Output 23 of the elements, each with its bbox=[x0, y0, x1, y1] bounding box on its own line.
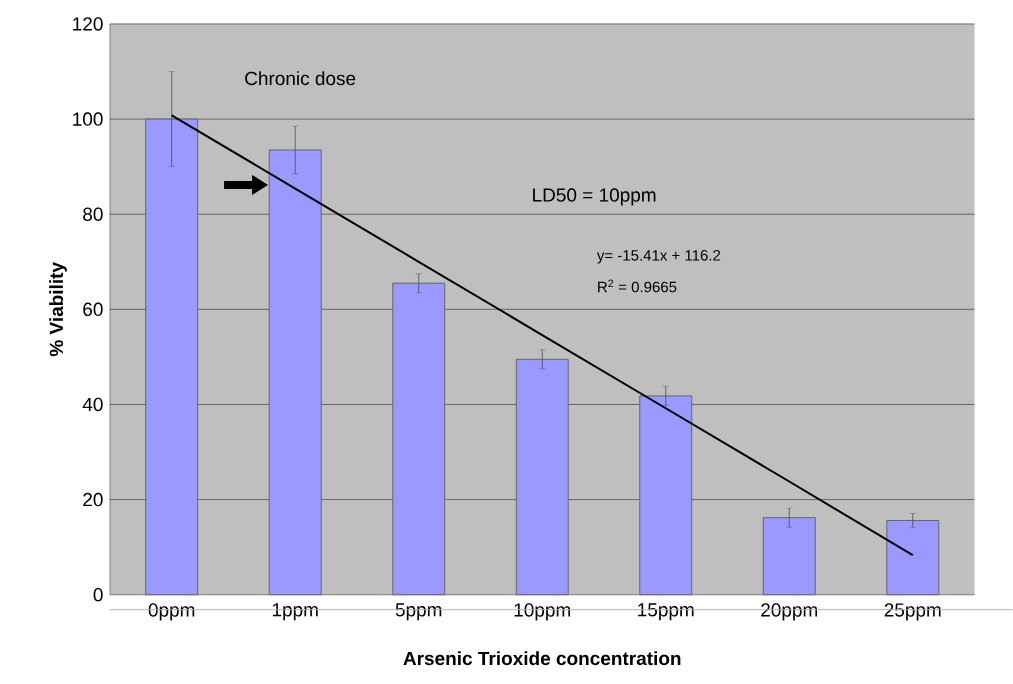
x-tick-label: 20ppm bbox=[761, 603, 818, 621]
y-tick-label: 80 bbox=[83, 207, 103, 222]
y-axis-title: % Viability bbox=[49, 262, 67, 357]
y-tick-label: 20 bbox=[83, 493, 103, 507]
annotation: y= -15.41x + 116.2 bbox=[596, 250, 721, 264]
x-tick-label: 15ppm bbox=[638, 603, 694, 621]
x-axis-title: Arsenic Trioxide concentration bbox=[403, 651, 681, 666]
bar bbox=[886, 520, 940, 596]
x-tick-label: 1ppm bbox=[272, 603, 318, 621]
y-tick-label: 40 bbox=[82, 397, 103, 412]
x-tick-label: 25ppm bbox=[884, 603, 941, 621]
annotation: Chronic dose bbox=[245, 71, 356, 86]
x-tick-label: 5ppm bbox=[395, 603, 442, 621]
line-series bbox=[170, 114, 914, 557]
x-tick-label: 10ppm bbox=[514, 603, 571, 621]
y-tick-label: 60 bbox=[83, 302, 103, 317]
y-tick-label: 0 bbox=[93, 588, 103, 602]
annotation: LD50 = 10ppm bbox=[533, 188, 656, 206]
annotation: R$^{2}$ = 0.9665 bbox=[598, 279, 677, 293]
y-tick-label: 100 bbox=[73, 112, 103, 126]
y-tick-label: 120 bbox=[73, 17, 103, 31]
bar bbox=[762, 517, 816, 596]
x-tick-label: 0ppm bbox=[148, 603, 195, 621]
